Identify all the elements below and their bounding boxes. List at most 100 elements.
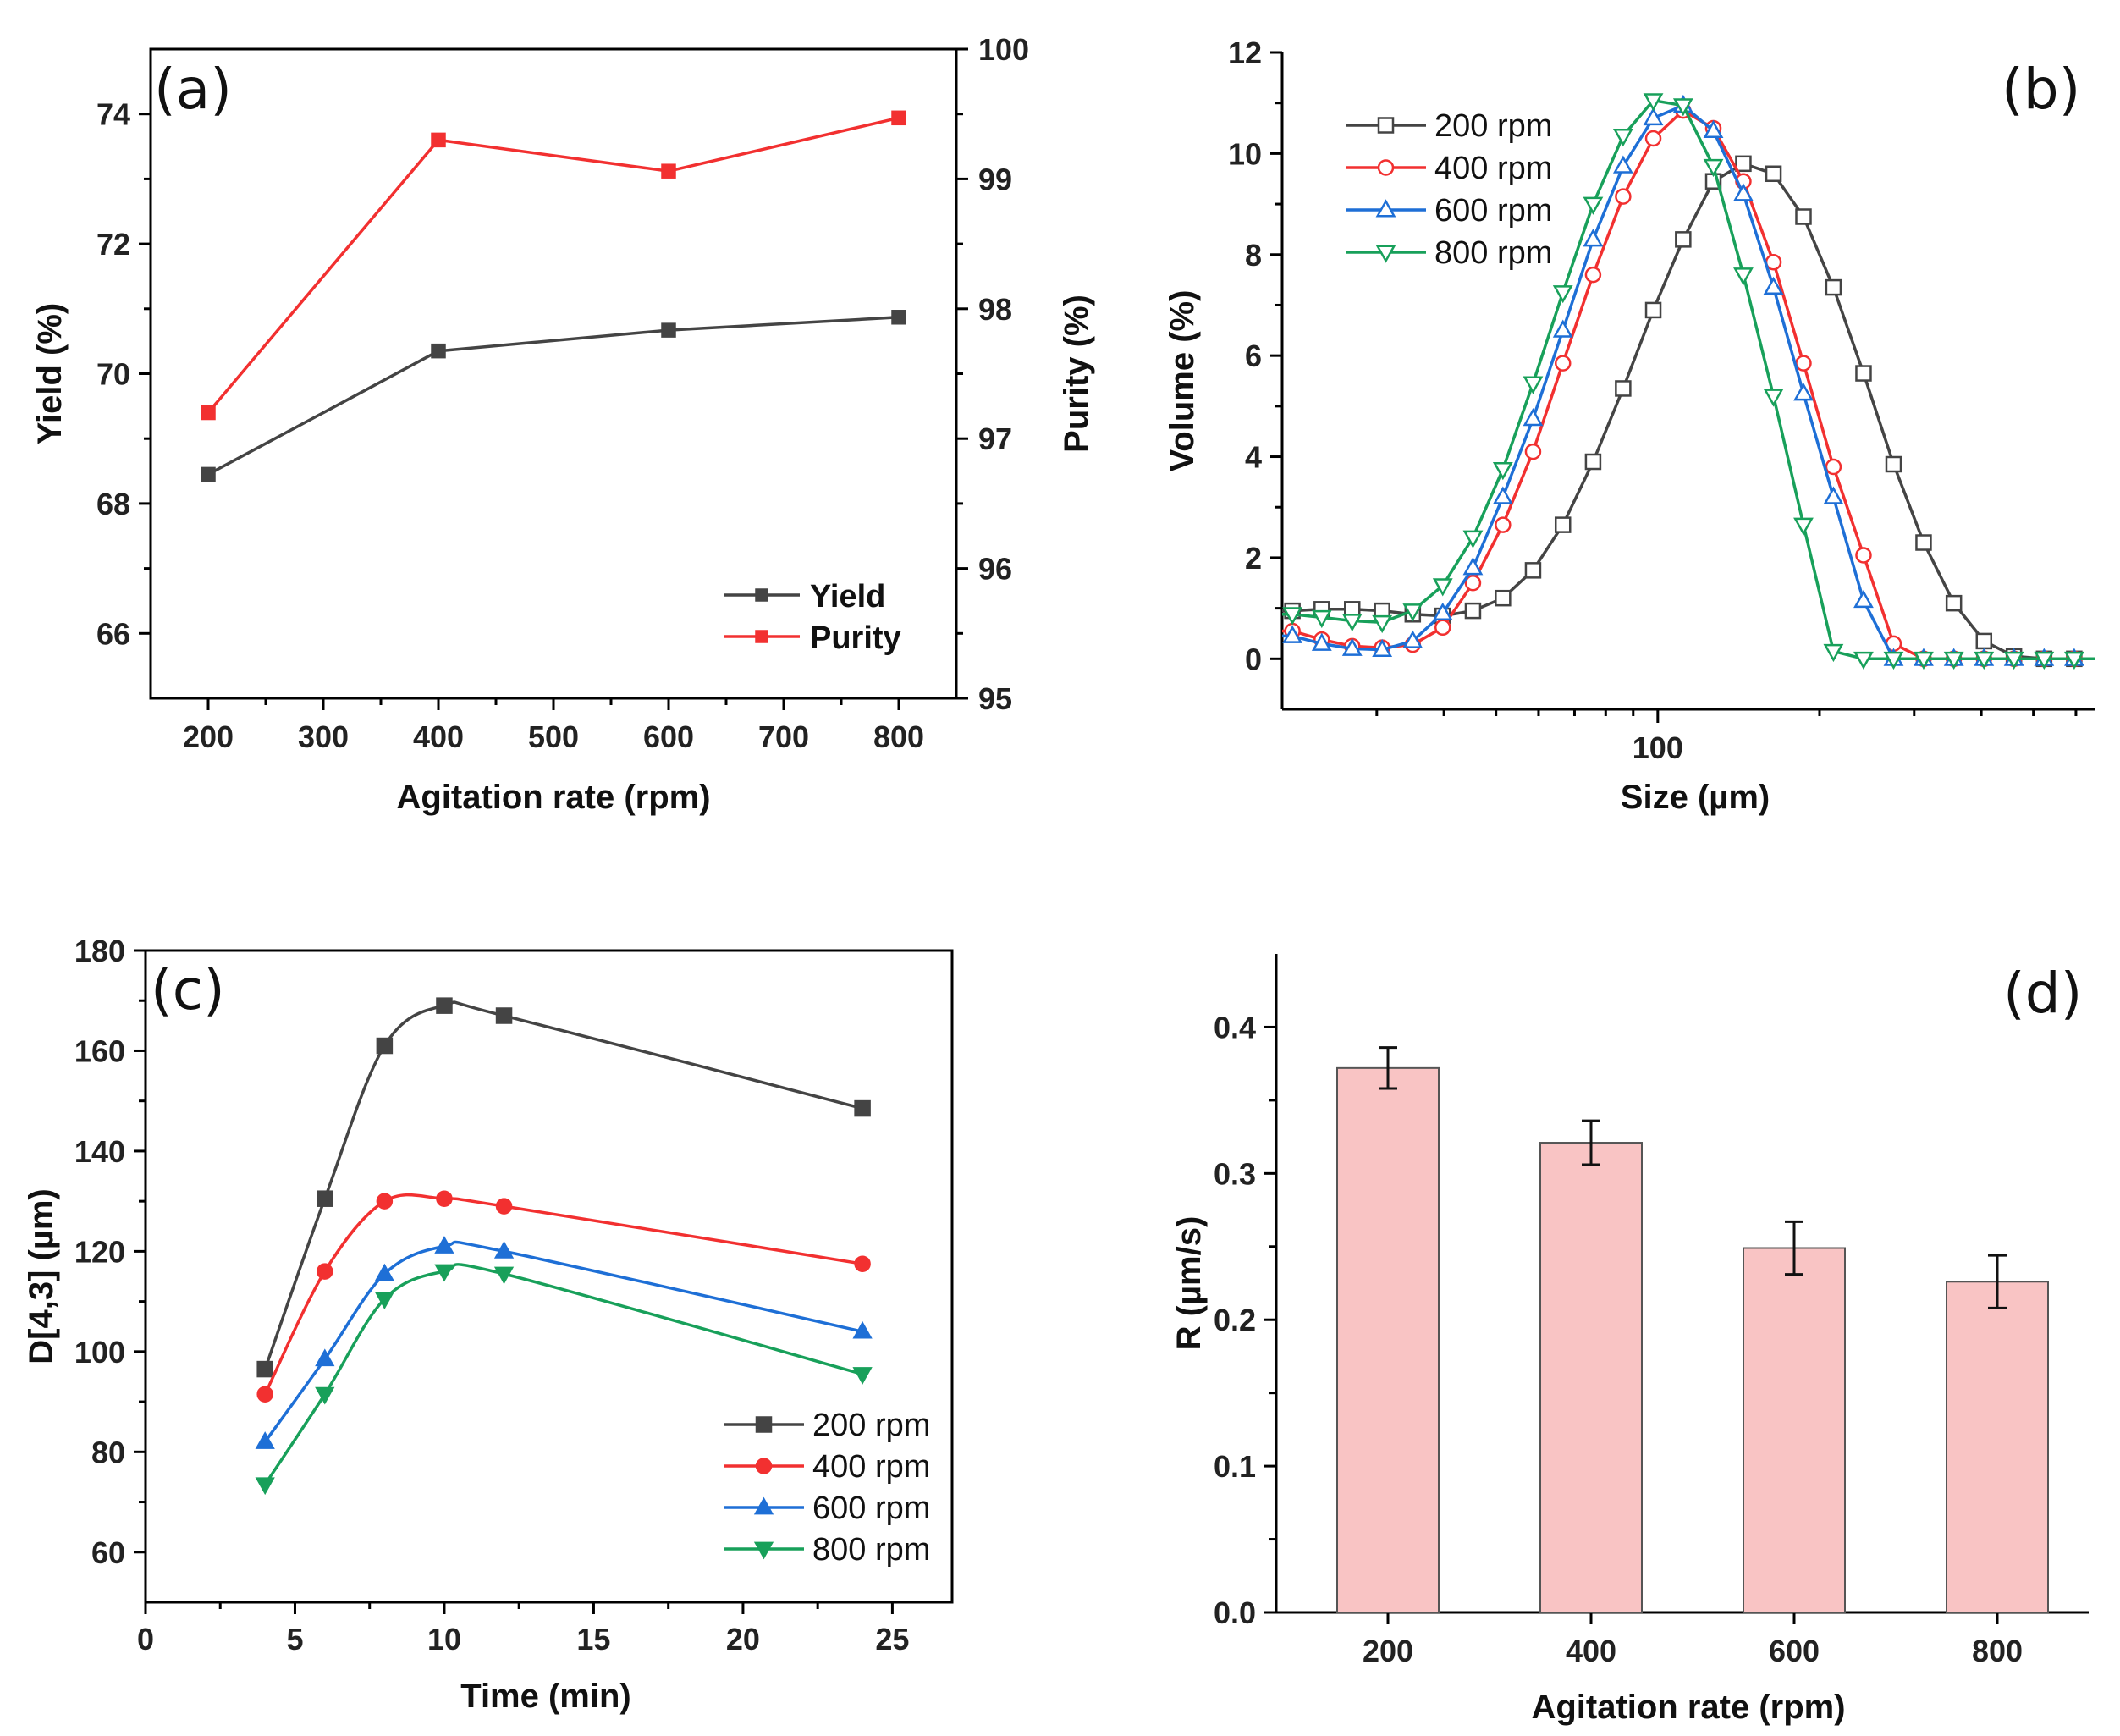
bar: [1336, 1066, 1440, 1614]
panel-label: (a): [154, 57, 232, 122]
legend-label: Purity: [810, 620, 901, 656]
y-tick-label: 60: [91, 1535, 125, 1570]
panel-label: (d): [2003, 961, 2082, 1026]
series-line: [207, 316, 900, 476]
y-tick-label: 140: [74, 1134, 125, 1169]
x-tick-label: 5: [286, 1622, 303, 1656]
data-point: [434, 1236, 454, 1254]
data-point: [495, 1007, 513, 1024]
data-point: [255, 1477, 275, 1496]
bar: [1946, 1281, 2049, 1613]
data-point: [1943, 651, 1964, 670]
data-point: [374, 1292, 395, 1309]
y-tick-label: 0.1: [1214, 1449, 1256, 1484]
data-point: [1855, 547, 1872, 564]
data-point: [852, 1320, 873, 1339]
y2-tick-label: 98: [978, 292, 1012, 327]
x-tick-label: 700: [758, 719, 809, 754]
data-point: [256, 1360, 273, 1378]
data-point: [1643, 93, 1664, 112]
y-tick-label: 70: [96, 357, 130, 392]
data-point: [1733, 183, 1754, 201]
data-point: [1643, 107, 1664, 126]
data-point: [1703, 119, 1724, 138]
legend-marker: [755, 1416, 773, 1433]
data-point: [1552, 319, 1573, 338]
y2-tick-label: 96: [978, 552, 1012, 587]
bar: [1539, 1142, 1643, 1613]
data-point: [1795, 355, 1812, 372]
y-tick-label: 80: [91, 1435, 125, 1469]
legend-label: 800 rpm: [1434, 235, 1552, 271]
x-tick-label: 600: [1769, 1634, 1820, 1668]
data-point: [1554, 355, 1572, 372]
data-point: [1402, 603, 1423, 622]
data-point: [1675, 231, 1692, 248]
data-point: [495, 1198, 513, 1215]
data-point: [1825, 278, 1842, 296]
data-point: [1644, 301, 1662, 319]
y-tick-label: 6: [1245, 339, 1262, 373]
x-axis-title: Agitation rate (rpm): [396, 779, 710, 816]
data-point: [1523, 408, 1544, 427]
data-point: [1612, 155, 1633, 174]
x-axis-title: Size (µm): [1621, 779, 1770, 816]
data-point: [1524, 443, 1542, 460]
data-point: [1615, 188, 1632, 205]
data-point: [1282, 607, 1303, 626]
x-tick-label: 600: [643, 719, 694, 754]
data-point: [1975, 632, 1993, 650]
data-point: [1492, 461, 1513, 481]
y-tick-label: 160: [74, 1033, 125, 1068]
data-point: [852, 1367, 873, 1385]
data-point: [1432, 602, 1453, 621]
panel-a: 200 300 400 500 600 700 800 66 68 70 72 74 95 96 97 98 9…: [31, 32, 1095, 816]
y-tick-label: 8: [1245, 238, 1262, 273]
data-point: [2034, 651, 2055, 670]
legend-label: 600 rpm: [1434, 193, 1552, 229]
y-tick-label: 120: [74, 1234, 125, 1269]
legend-marker: [755, 1458, 773, 1474]
data-point: [1464, 575, 1482, 592]
legend-marker: [1377, 159, 1395, 176]
data-point: [317, 1263, 333, 1280]
data-point: [1823, 643, 1844, 663]
series-line: [1282, 98, 2095, 661]
x-tick-label: 800: [1972, 1634, 2023, 1668]
bar: [1743, 1247, 1846, 1614]
data-point: [661, 163, 676, 179]
data-point: [1523, 376, 1544, 394]
data-point: [1464, 602, 1482, 620]
y-tick-label: 72: [96, 227, 130, 262]
data-point: [255, 1431, 275, 1449]
data-point: [1885, 455, 1902, 473]
x-tick-label: 800: [873, 719, 924, 754]
data-point: [1914, 651, 1934, 670]
data-point: [315, 1348, 335, 1367]
panel-d: 0.0 0.1 0.2 0.3 0.4 200 400 600 800 Agitation rat…: [1170, 954, 2089, 1726]
legend-label: Yield: [810, 579, 885, 614]
data-point: [1703, 158, 1724, 178]
series-line: [1282, 103, 2095, 661]
data-point: [1432, 578, 1453, 597]
legend-marker: [1375, 245, 1396, 263]
x-tick-label: 400: [413, 719, 464, 754]
data-point: [854, 1099, 871, 1117]
data-point: [493, 1241, 515, 1259]
legend-label: 200 rpm: [812, 1408, 930, 1443]
data-point: [1552, 285, 1573, 304]
data-point: [1765, 165, 1782, 183]
y-tick-label: 74: [96, 97, 130, 132]
y-axis-title: D[4,3] (µm): [23, 1188, 60, 1364]
data-point: [1372, 638, 1393, 658]
data-point: [1793, 383, 1814, 401]
data-point: [1733, 267, 1754, 286]
data-point: [1311, 609, 1332, 629]
legend-marker: [753, 1496, 774, 1515]
plot-frame: [144, 949, 954, 1604]
x-tick-label: 100: [1633, 730, 1683, 765]
x-tick-label: 200: [183, 719, 234, 754]
y-tick-label: 0.4: [1214, 1010, 1256, 1044]
x-tick-label: 500: [528, 719, 579, 754]
data-point: [891, 110, 906, 126]
